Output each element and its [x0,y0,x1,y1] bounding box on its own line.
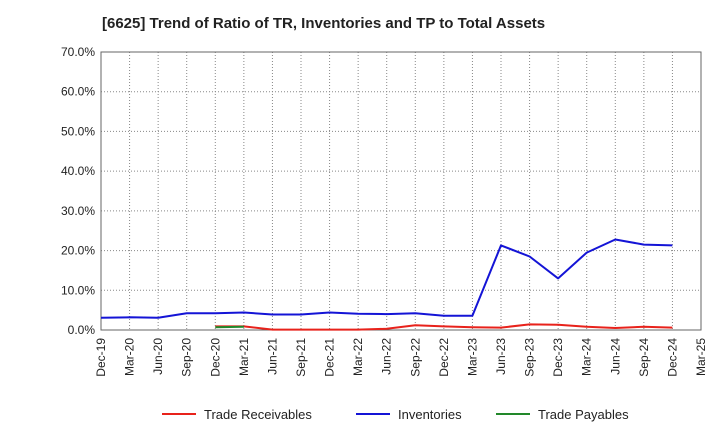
x-tick-label: Jun-22 [380,338,394,375]
x-tick-label: Sep-23 [523,338,537,377]
y-tick-label: 70.0% [61,45,95,59]
x-tick-label: Sep-22 [408,338,422,377]
x-tick-label: Sep-24 [637,338,651,377]
x-tick-label: Dec-19 [94,338,108,377]
x-tick-label: Dec-23 [551,338,565,377]
legend-label: Trade Receivables [204,407,312,422]
legend: Trade Receivables Inventories Trade Payabl… [162,407,629,422]
series-line [215,323,673,331]
y-tick-label: 60.0% [61,85,95,99]
x-tick-label: Jun-23 [494,338,508,375]
y-tick-label: 30.0% [61,204,95,218]
y-tick-label: 20.0% [61,244,95,258]
y-tick-label: 50.0% [61,124,95,138]
y-tick-label: 10.0% [61,283,95,297]
series-line [100,238,673,319]
x-tick-label: Mar-24 [580,338,594,376]
legend-item: Trade Payables [496,407,629,422]
legend-item: Trade Receivables [162,407,312,422]
series-lines [100,238,673,331]
x-tick-label: Dec-24 [665,338,679,377]
series-trade-receivables [215,323,673,331]
x-tick-label: Dec-20 [208,338,222,377]
y-axis: 0.0% 10.0% 20.0% 30.0% 40.0% 50.0% 60.0% 70.0% [61,45,95,337]
x-tick-label: Mar-25 [694,338,708,376]
x-axis: Dec-19 Mar-20 Jun-20 Sep-20 Dec-20 Mar-21 Jun-… [94,338,708,377]
x-tick-label: Jun-21 [265,338,279,375]
legend-label: Trade Payables [538,407,629,422]
legend-label: Inventories [398,407,462,422]
plot-area [100,51,702,331]
x-tick-label: Sep-21 [294,338,308,377]
x-tick-label: Mar-21 [237,338,251,376]
x-tick-label: Dec-21 [323,338,337,377]
x-tick-label: Dec-22 [437,338,451,377]
y-tick-label: 0.0% [68,323,96,337]
y-tick-label: 40.0% [61,164,95,178]
series-inventories [100,238,673,319]
x-tick-label: Mar-22 [351,338,365,376]
series-trade-payables [215,325,244,329]
grid [101,52,701,330]
chart-title: [6625] Trend of Ratio of TR, Inventories… [102,15,546,32]
legend-item: Inventories [356,407,462,422]
x-tick-label: Jun-24 [608,338,622,375]
x-tick-label: Mar-20 [123,338,137,376]
x-tick-label: Sep-20 [180,338,194,377]
x-tick-label: Jun-20 [151,338,165,375]
x-tick-label: Mar-23 [465,338,479,376]
